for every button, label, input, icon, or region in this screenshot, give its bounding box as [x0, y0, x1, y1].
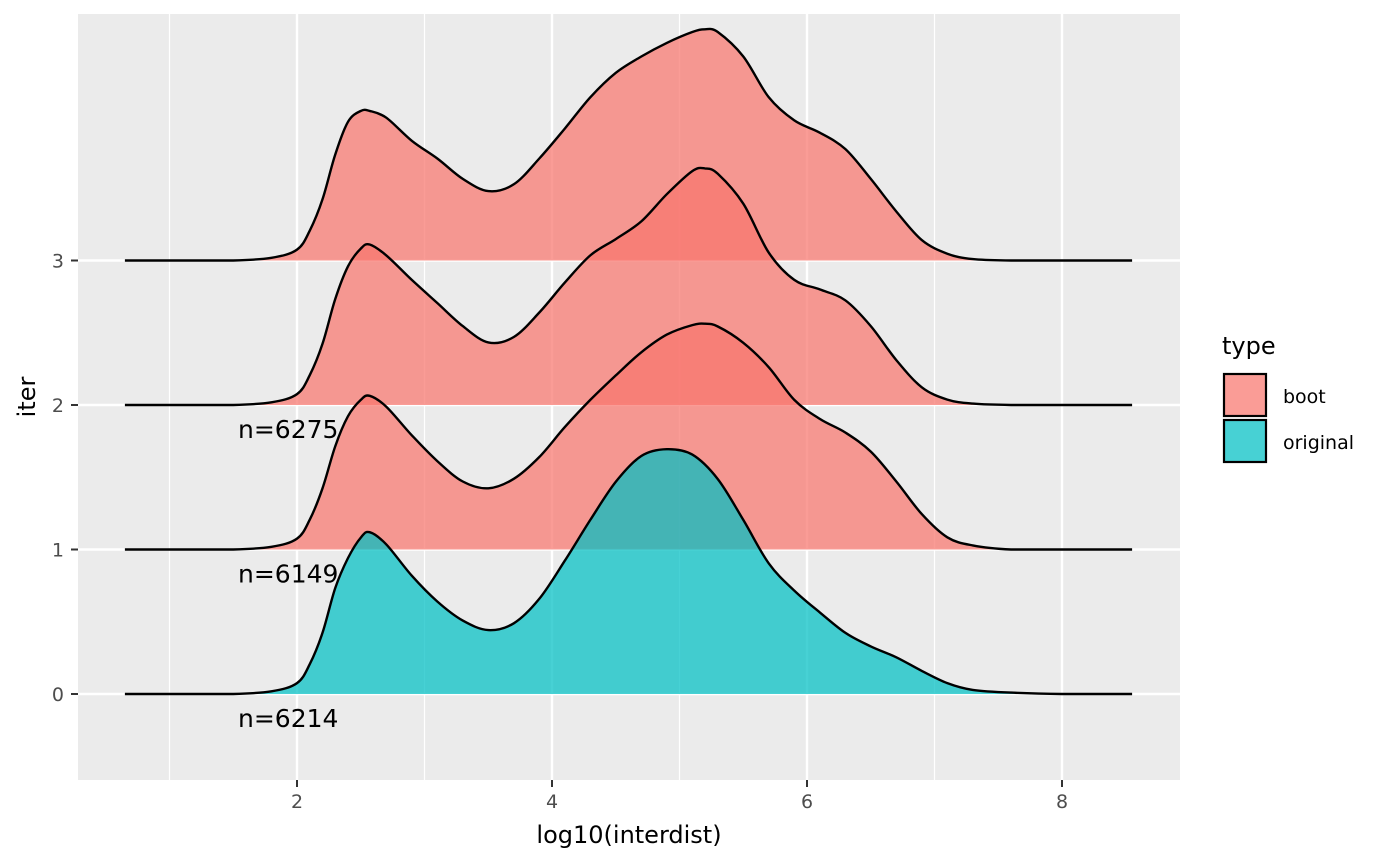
ridge-line-iter-2 — [124, 166, 1133, 407]
x-tick-label: 2 — [291, 791, 303, 813]
x-tick-label: 6 — [801, 791, 813, 813]
y-tick-label: 0 — [52, 684, 64, 706]
legend-key-boot — [1222, 372, 1268, 418]
ridge-fill-iter-2 — [124, 167, 1133, 405]
count-label-iter-0: n=6214 — [238, 704, 338, 733]
legend: type boot original — [1222, 332, 1354, 464]
ridges — [124, 27, 1133, 696]
ridge-line-iter-1 — [124, 322, 1133, 551]
ridge-line-iter-3 — [124, 27, 1133, 262]
legend-label-original: original — [1283, 432, 1354, 454]
x-tick-label: 4 — [546, 791, 558, 813]
count-label-iter-2: n=6275 — [238, 415, 338, 444]
y-axis-title: iter — [13, 377, 41, 418]
x-tick-label: 8 — [1056, 791, 1068, 813]
ridge-fill-iter-3 — [124, 28, 1133, 261]
ridge-line-iter-0 — [124, 447, 1133, 696]
ridge-fill-iter-1 — [124, 323, 1133, 550]
y-tick-label: 3 — [52, 251, 64, 273]
x-axis-title: log10(interdist) — [536, 821, 721, 849]
legend-title: type — [1222, 332, 1276, 360]
legend-label-boot: boot — [1283, 386, 1326, 408]
y-tick-label: 2 — [52, 395, 64, 417]
count-labels: n=6214 n=6149 n=6275 — [238, 415, 338, 733]
y-tick-label: 1 — [52, 540, 64, 562]
y-axis: 0 1 2 3 — [52, 251, 78, 706]
count-label-iter-1: n=6149 — [238, 560, 338, 589]
x-axis: 2 4 6 8 — [291, 780, 1068, 813]
ridge-fill-iter-0 — [124, 449, 1133, 694]
legend-key-original — [1222, 418, 1268, 464]
